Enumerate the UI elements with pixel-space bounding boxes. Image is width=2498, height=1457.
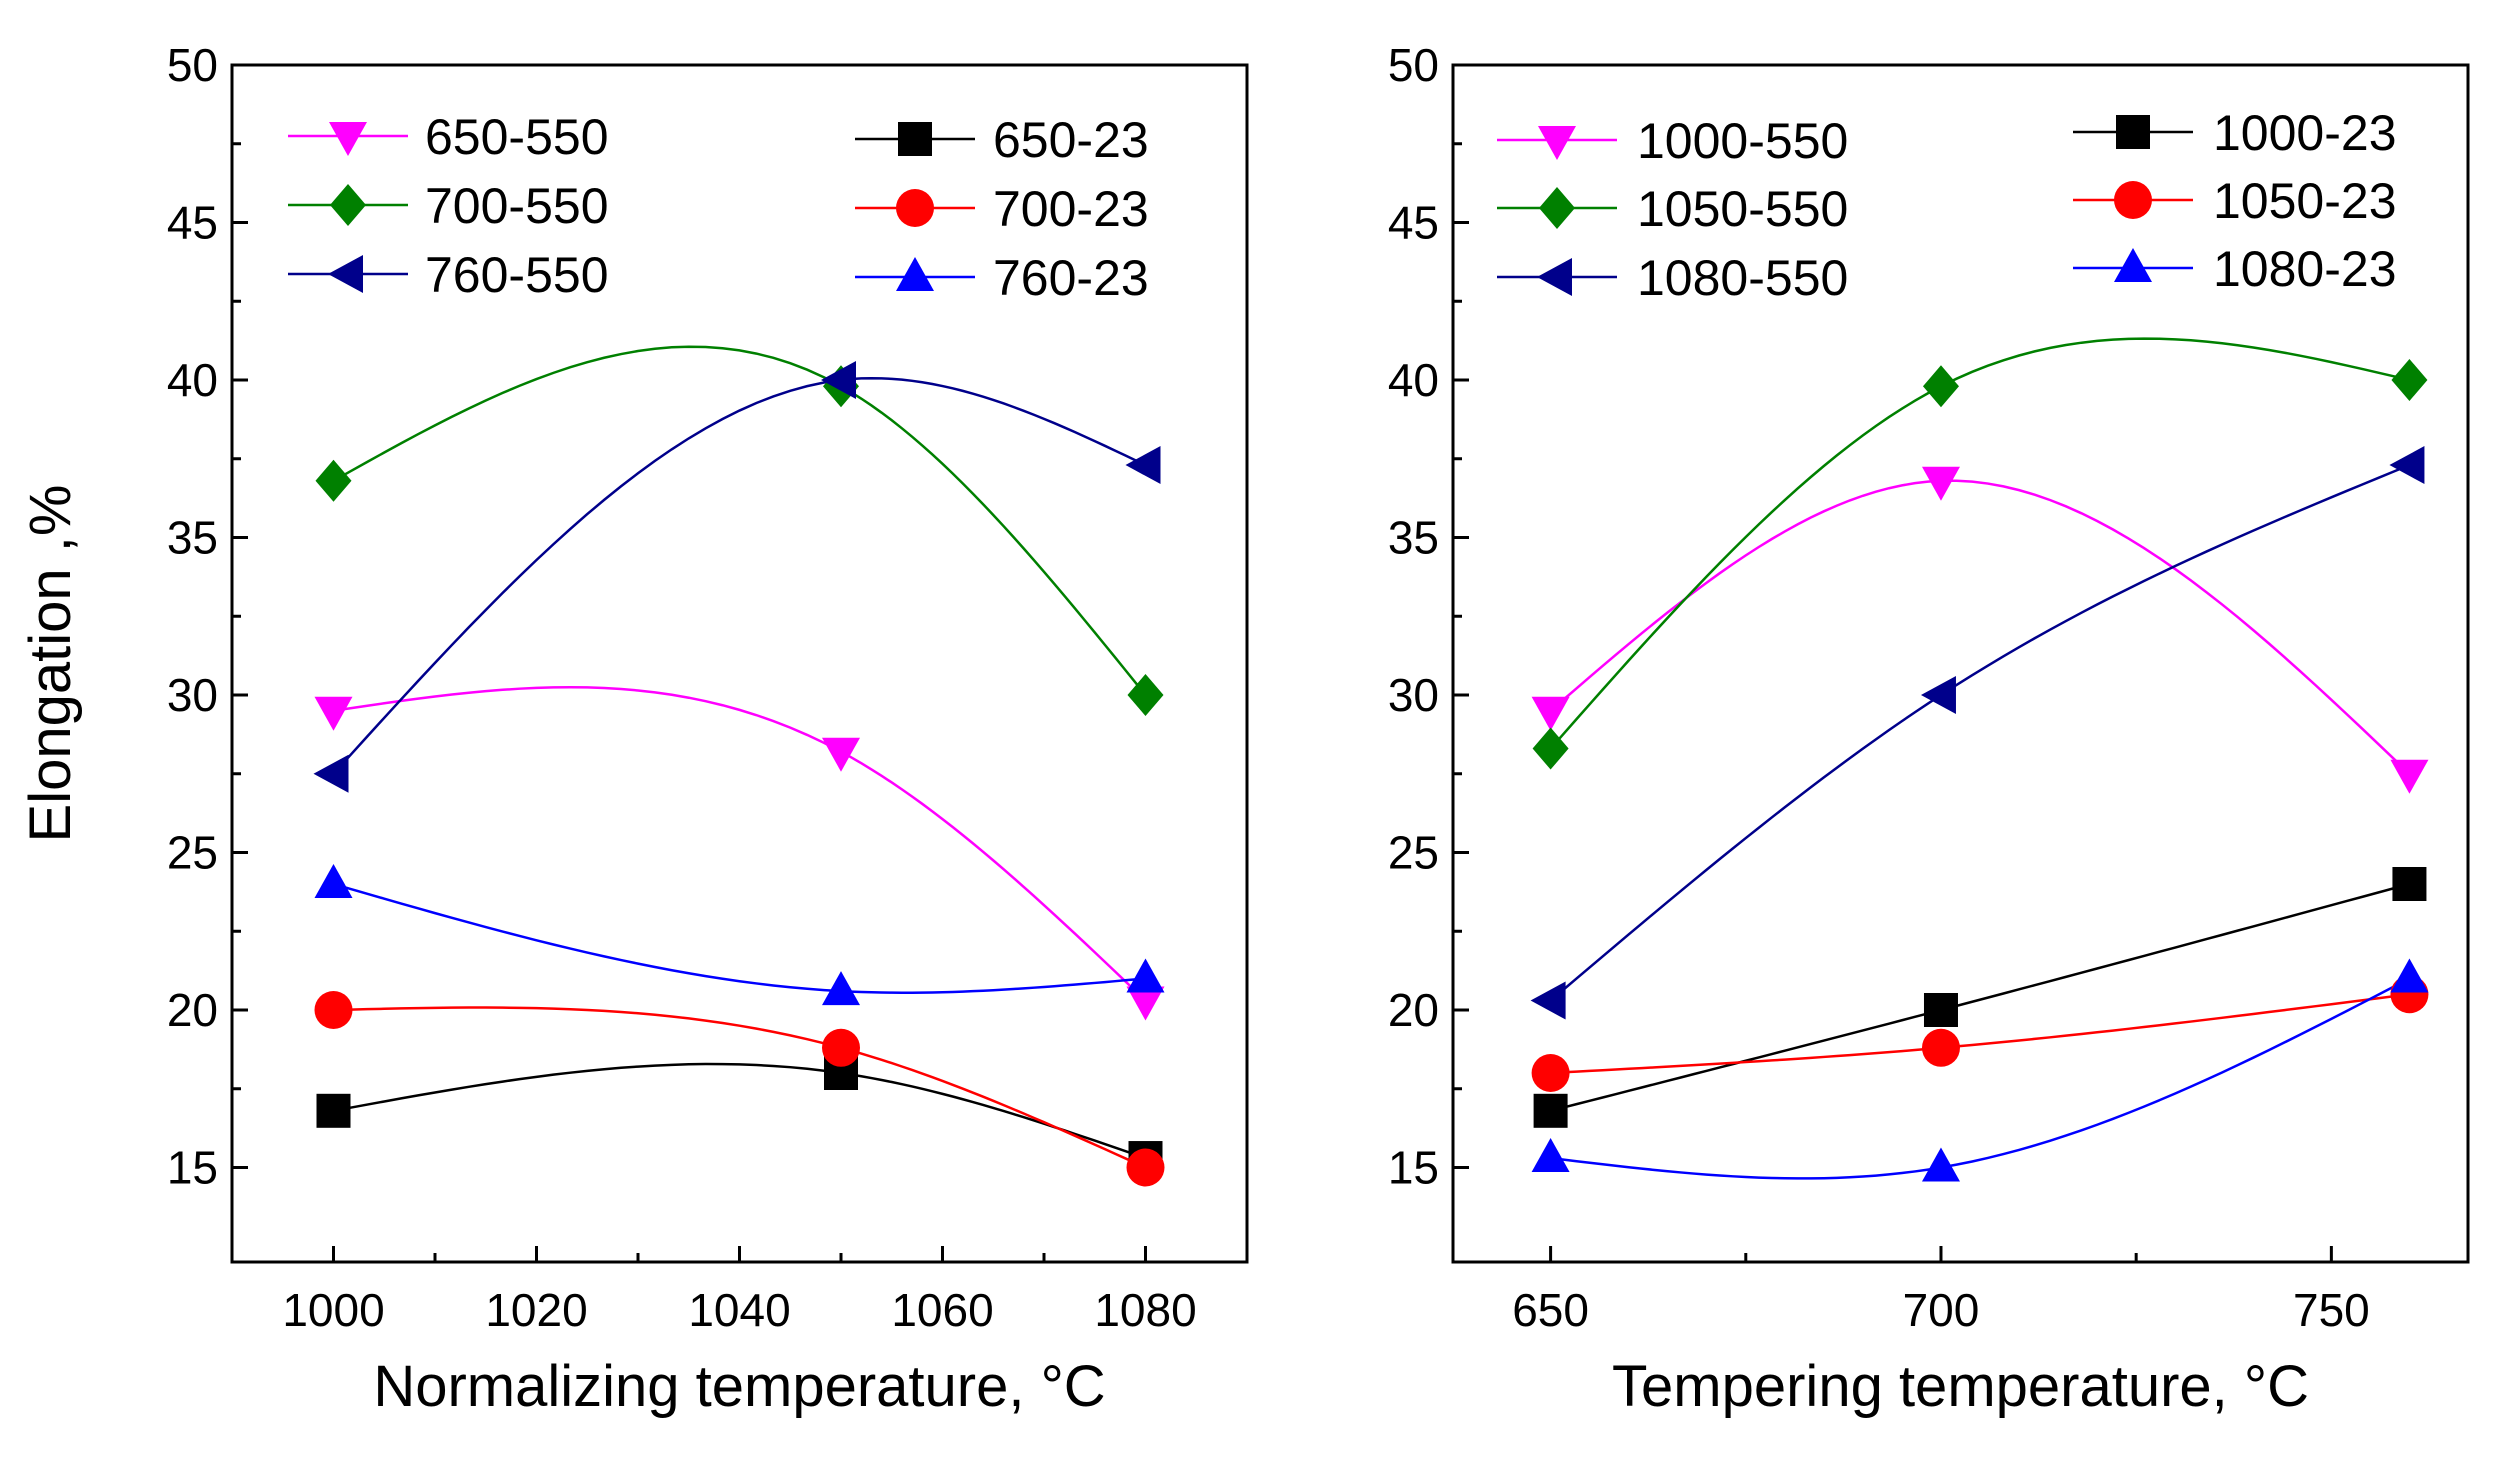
data-point-1000-23 [1923,993,1958,1027]
y-axis-title: Elongation ,% [18,485,83,843]
y-tick-label: 15 [1388,1142,1439,1194]
data-point-700-550 [315,459,352,502]
y-tick-label: 30 [167,669,218,721]
legend-marker-1080-550 [1537,258,1572,296]
series-line-1050-550 [1549,337,2410,750]
y-tick-label: 15 [167,1142,218,1194]
data-point-1050-23 [1531,1054,1570,1092]
plot-frame [230,63,1249,1264]
x-axis-title: Tempering temperature, °C [1612,1354,2309,1419]
data-point-1080-550 [2389,446,2425,485]
data-point-650-550 [314,696,353,731]
data-point-1050-550 [1532,727,1569,770]
legend-marker-1050-550 [1539,187,1575,229]
data-point-1000-550 [1531,696,1570,731]
series-line-760-550 [332,376,1147,775]
y-tick-label: 40 [167,354,218,406]
x-tick-label: 750 [2293,1284,2370,1336]
data-point-1080-23 [2390,958,2429,993]
data-point-760-23 [314,864,353,898]
chart-right: 650 700 750 15 20 25 30 35 40 45 50 Tempering tempe… [1388,39,2470,1419]
legend-label: 760-550 [425,247,609,303]
x-tick-label: 650 [1512,1284,1589,1336]
x-tick-label: 1040 [688,1284,790,1336]
data-point-1080-550 [1530,981,1566,1020]
series-line-700-23 [333,1006,1147,1169]
y-tick-label: 50 [1388,39,1439,91]
legend-marker-760-23 [896,257,934,291]
legend-label: 1050-550 [1637,181,1848,237]
legend-label: 1000-550 [1637,113,1848,169]
x-tick-label: 1000 [282,1284,384,1336]
plot-frame [1451,63,2470,1264]
data-point-700-23 [314,991,353,1029]
data-point-1000-23 [2392,867,2427,901]
data-point-650-550 [822,737,860,772]
data-point-760-23 [822,971,860,1006]
data-point-700-550 [1127,674,1164,716]
data-point-760-23 [1126,958,1165,993]
data-point-700-23 [822,1028,860,1067]
legend-marker-760-550 [328,255,363,293]
legend-label: 760-23 [993,250,1149,306]
x-tick-label: 700 [1903,1284,1980,1336]
data-point-1050-550 [2391,359,2428,401]
data-point-1050-550 [1922,365,1959,408]
legend-label: 1050-23 [2213,173,2397,229]
y-tick-label: 20 [167,984,218,1036]
series-line-760-23 [333,882,1146,994]
data-point-1000-550 [2390,759,2429,794]
data-point-1000-23 [1533,1093,1568,1128]
x-tick-label: 1080 [1094,1284,1196,1336]
data-point-700-23 [1126,1148,1165,1187]
data-point-1000-550 [1921,466,1960,501]
data-point-1080-23 [1921,1147,1960,1182]
data-point-1080-23 [1531,1138,1570,1173]
y-tick-label: 35 [1388,512,1439,564]
data-point-1080-550 [1920,676,1956,714]
y-tick-label: 20 [1388,984,1439,1036]
y-tick-label: 25 [167,827,218,879]
legend-label: 650-23 [993,112,1149,168]
legend-marker-1080-23 [2114,248,2152,282]
legend-label: 1000-23 [2213,105,2397,161]
series-line-1050-23 [1550,993,2410,1075]
y-tick-label: 45 [1388,197,1439,249]
data-point-760-550 [313,754,349,793]
y-tick-label: 45 [167,197,218,249]
data-point-650-550 [1126,986,1165,1021]
legend-label: 650-550 [425,109,609,165]
series-line-1000-550 [1549,479,2411,775]
legend-label: 700-23 [993,181,1149,237]
legend-marker-650-23 [898,122,932,156]
legend-label: 1080-23 [2213,241,2397,297]
data-point-760-550 [1125,446,1161,485]
legend-label: 1080-550 [1637,250,1848,306]
legend-marker-1050-23 [2114,181,2152,219]
legend-marker-650-550 [329,122,367,156]
data-point-760-550 [821,361,856,399]
series-line-650-23 [333,1062,1146,1160]
legend-marker-700-550 [330,184,366,226]
series-line-1000-23 [1550,882,2410,1113]
y-tick-label: 35 [167,512,218,564]
y-tick-label: 25 [1388,827,1439,879]
x-axis-title: Normalizing temperature, °C [373,1354,1105,1419]
legend-marker-1000-550 [1538,126,1576,160]
y-tick-label: 50 [167,39,218,91]
data-point-650-23 [316,1093,351,1128]
y-tick-label: 40 [1388,354,1439,406]
x-tick-label: 1060 [891,1284,993,1336]
x-tick-label: 1020 [485,1284,587,1336]
legend-marker-1000-23 [2116,115,2150,149]
series-line-650-550 [333,685,1147,1002]
legend-label: 700-550 [425,178,609,234]
data-point-1050-23 [1921,1028,1960,1067]
legend-marker-700-23 [896,189,934,227]
chart-left: 1000 1020 1040 1060 1080 15 20 25 30 35 40 45 50 Norm… [18,39,1249,1419]
y-tick-label: 30 [1388,669,1439,721]
